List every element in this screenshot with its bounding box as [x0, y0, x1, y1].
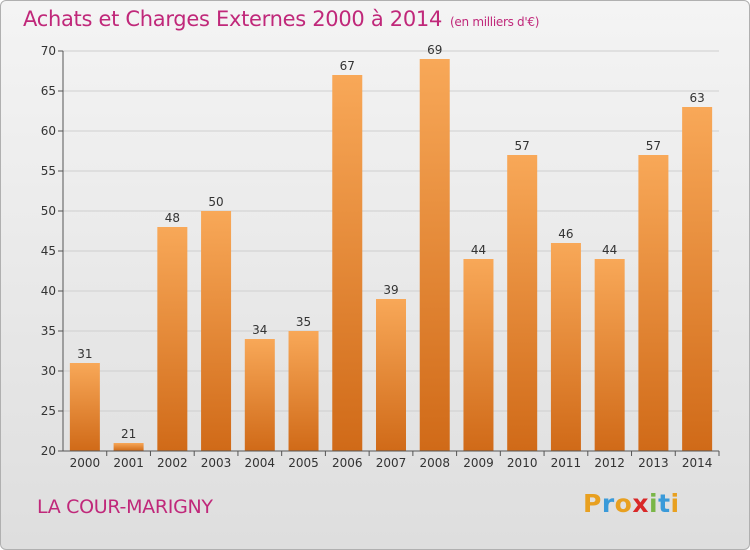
- bar: [332, 75, 363, 451]
- y-tick-label: 20: [41, 444, 56, 458]
- bar-value-label: 57: [515, 139, 530, 153]
- x-tick-label: 2011: [551, 456, 582, 470]
- y-tick-label: 70: [41, 44, 56, 58]
- bar: [507, 155, 538, 451]
- y-tick-label: 45: [41, 244, 56, 258]
- logo-letter: r: [601, 489, 615, 518]
- title-text: Achats et Charges Externes 2000 à 2014: [23, 7, 443, 31]
- x-tick-label: 2004: [245, 456, 276, 470]
- bar-value-label: 69: [427, 43, 442, 57]
- logo-letter: o: [614, 489, 633, 518]
- y-tick-label: 50: [41, 204, 56, 218]
- bars: [69, 59, 713, 451]
- x-tick-label: 2001: [113, 456, 144, 470]
- bar: [550, 243, 581, 451]
- logo-letter: i: [649, 489, 659, 518]
- proxiti-logo: Proxiti: [583, 489, 680, 518]
- bar-value-label: 67: [340, 59, 355, 73]
- y-tick-label: 55: [41, 164, 56, 178]
- bar: [419, 59, 450, 451]
- x-tick-label: 2003: [201, 456, 232, 470]
- bar-value-label: 63: [689, 91, 704, 105]
- x-tick-label: 2012: [594, 456, 625, 470]
- y-tick-label: 25: [41, 404, 56, 418]
- bar: [113, 443, 144, 451]
- bar-value-label: 34: [252, 323, 267, 337]
- bar: [157, 227, 188, 451]
- bar: [376, 299, 406, 451]
- y-tick-label: 40: [41, 284, 56, 298]
- bar-value-label: 48: [165, 211, 180, 225]
- commune-name: LA COUR-MARIGNY: [37, 496, 213, 518]
- bar-value-label: 21: [121, 427, 136, 441]
- bar-value-label: 50: [208, 195, 223, 209]
- bar-value-label: 57: [646, 139, 661, 153]
- bar-value-label: 31: [77, 347, 92, 361]
- bar-value-label: 39: [383, 283, 398, 297]
- logo-letter: x: [632, 489, 649, 518]
- chart-subtitle: (en milliers d'€): [450, 15, 540, 29]
- x-tick-label: 2006: [332, 456, 363, 470]
- x-tick-label: 2002: [157, 456, 188, 470]
- bar-value-label: 44: [471, 243, 486, 257]
- x-tick-label: 2008: [419, 456, 450, 470]
- x-tick-label: 2009: [463, 456, 494, 470]
- bar-value-label: 44: [602, 243, 617, 257]
- x-tick-label: 2005: [288, 456, 319, 470]
- logo-letter: t: [658, 489, 671, 518]
- x-tick-label: 2007: [376, 456, 407, 470]
- bar-value-label: 46: [558, 227, 573, 241]
- bar: [288, 331, 319, 451]
- bar: [638, 155, 669, 451]
- y-tick-label: 65: [41, 84, 56, 98]
- bar: [69, 363, 100, 451]
- y-tick-label: 35: [41, 324, 56, 338]
- chart-title: Achats et Charges Externes 2000 à 2014 (e…: [23, 7, 539, 31]
- x-tick-label: 2013: [638, 456, 669, 470]
- x-tick-label: 2000: [70, 456, 101, 470]
- bar: [594, 259, 625, 451]
- bar: [244, 339, 275, 451]
- bar: [682, 107, 713, 451]
- y-tick-label: 30: [41, 364, 56, 378]
- logo-letter: P: [583, 489, 602, 518]
- y-tick-label: 60: [41, 124, 56, 138]
- x-tick-label: 2010: [507, 456, 538, 470]
- bar: [463, 259, 494, 451]
- bar-value-label: 35: [296, 315, 311, 329]
- bar: [201, 211, 232, 451]
- axes: 20 25 30 35 40 45 50 55 60 65 70 31 2000 21 2001 48 2002…: [41, 43, 720, 470]
- logo-letter: i: [670, 489, 680, 518]
- x-tick-label: 2014: [682, 456, 713, 470]
